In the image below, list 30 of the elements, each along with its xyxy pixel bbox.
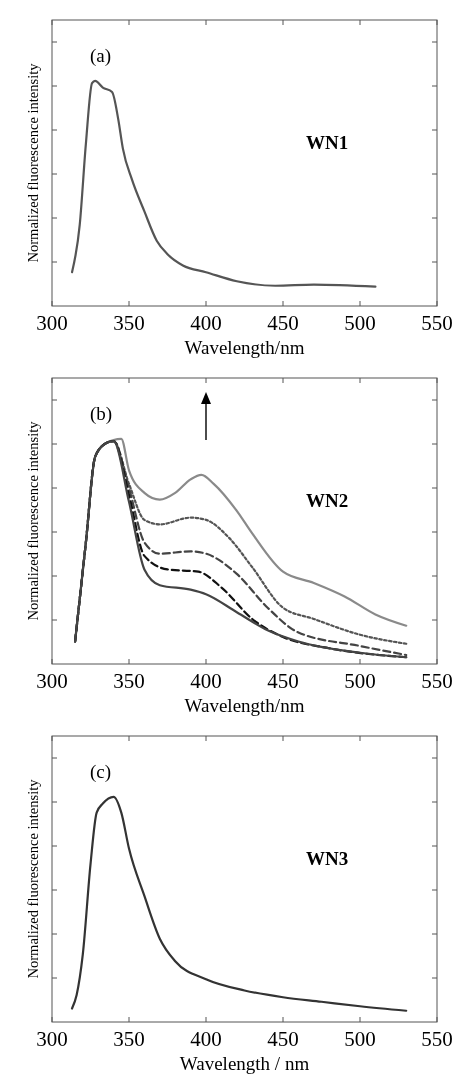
x-axis-title: Wavelength / nm <box>179 1053 310 1074</box>
x-tick-label: 500 <box>344 311 376 335</box>
text: (a) <box>90 45 112 67</box>
x-tick-label: 350 <box>113 1027 145 1051</box>
x-tick-label: 400 <box>190 1027 222 1051</box>
x-axis-title: Wavelength/nm <box>184 695 305 716</box>
x-tick-label: 400 <box>190 311 222 335</box>
x-axis-title: Wavelength/nm <box>184 337 305 358</box>
x-tick-label: 500 <box>344 669 376 693</box>
x-tick-label: 350 <box>113 311 145 335</box>
y-axis-title: Normalized fluorescence intensity <box>25 778 41 979</box>
annotation: WN3 <box>306 847 349 869</box>
text: (c) <box>90 761 112 783</box>
x-tick-label: 450 <box>267 669 299 693</box>
x-tick-label: 300 <box>36 311 68 335</box>
x-tick-label: 550 <box>421 1027 453 1051</box>
x-tick-label: 450 <box>267 1027 299 1051</box>
y-axis-title: Normalized fluorescence intensity <box>25 420 41 621</box>
y-axis-title: Normalized fluorescence intensity <box>25 62 41 263</box>
x-tick-label: 350 <box>113 669 145 693</box>
x-tick-label: 500 <box>344 1027 376 1051</box>
x-tick-label: 300 <box>36 669 68 693</box>
x-tick-label: 300 <box>36 1027 68 1051</box>
x-tick-label: 450 <box>267 311 299 335</box>
x-tick-label: 400 <box>190 669 222 693</box>
text: (b) <box>90 403 113 425</box>
x-tick-label: 550 <box>421 669 453 693</box>
annotation: WN1 <box>306 131 349 153</box>
x-tick-label: 550 <box>421 311 453 335</box>
annotation: WN2 <box>306 489 349 511</box>
